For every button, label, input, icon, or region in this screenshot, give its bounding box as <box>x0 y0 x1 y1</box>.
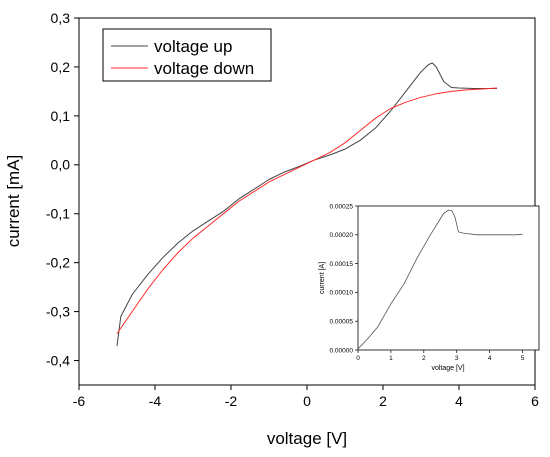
main-y-tick-label: 0,0 <box>51 157 71 173</box>
main-series-line-1 <box>116 87 498 334</box>
inset-plot-frame <box>357 205 540 351</box>
inset-x-tick-label: 2 <box>422 355 426 362</box>
main-series-lines <box>116 62 498 346</box>
main-x-ticks: -6 -4 -2 0 2 4 6 <box>73 385 539 409</box>
main-x-tick-label: -4 <box>149 393 162 409</box>
main-y-tick-label: -0,3 <box>46 304 70 320</box>
main-y-axis-label: current [mA] <box>4 155 23 248</box>
main-y-tick-label: 0,2 <box>51 59 71 75</box>
main-plot: -6 -4 -2 0 2 4 6 -0,4-0,3-0,2-0,10,00,10,20,3 … <box>4 10 539 448</box>
inset-x-tick-label: 1 <box>389 355 393 362</box>
legend-label-voltage-down: voltage down <box>154 59 254 78</box>
main-y-tick-label: -0,1 <box>46 206 70 222</box>
legend-box <box>102 28 272 82</box>
inset-y-tick-label: 0.00015 <box>330 261 354 268</box>
inset-series-lines <box>357 209 523 350</box>
inset-y-tick-label: 0.00025 <box>330 203 354 210</box>
inset-series-line-0 <box>357 209 523 350</box>
inset-y-ticks: 0.00000 0.00005 0.00010 0.00015 0.00020 0.000… <box>330 203 358 354</box>
inset-plot-background <box>358 206 539 350</box>
main-series-line-0 <box>116 62 497 346</box>
inset-x-axis-label: voltage [V] <box>431 365 464 372</box>
inset-x-ticks: 0 1 2 3 4 5 <box>356 350 525 362</box>
inset-x-tick-label: 3 <box>455 355 459 362</box>
main-x-tick-label: 4 <box>455 393 463 409</box>
inset-y-tick-label: 0.00005 <box>330 318 354 325</box>
main-x-tick-label: 2 <box>379 393 387 409</box>
inset-x-tick-label: 4 <box>488 355 492 362</box>
main-x-tick-label: 0 <box>303 393 311 409</box>
inset-y-tick-label: 0.00020 <box>330 232 354 239</box>
main-y-ticks: -0,4 -0,3 -0,2 -0,1 0,0 0,1 0,2 0,3 <box>46 10 79 368</box>
inset-y-tick-label: 0.00000 <box>330 347 354 354</box>
main-y-tick-label: -0,2 <box>46 255 70 271</box>
inset-y-tick-label: 0.00010 <box>330 290 354 297</box>
inset-y-axis-label: current [A] <box>319 262 326 294</box>
inset-x-tick-label: 0 <box>356 355 360 362</box>
main-y-tick-label: -0,4 <box>46 352 70 368</box>
main-y-tick-label: 0,3 <box>51 10 71 26</box>
inset-x-tick-label: 5 <box>521 355 525 362</box>
main-y-tick-label: 0,1 <box>51 108 71 124</box>
main-x-axis-label: voltage [V] <box>267 429 347 448</box>
legend-label-voltage-up: voltage up <box>154 37 232 56</box>
main-x-tick-label: -2 <box>225 393 238 409</box>
legend: voltage up voltage down <box>102 28 272 82</box>
main-x-tick-label: -6 <box>73 393 86 409</box>
main-x-tick-label: 6 <box>531 393 539 409</box>
